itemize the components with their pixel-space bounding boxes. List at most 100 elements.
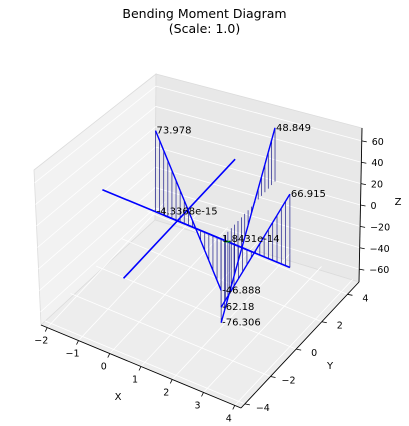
z-axis-label: Z xyxy=(395,197,402,208)
moment-outline-segment xyxy=(204,250,210,261)
moment-outline-segment xyxy=(272,214,278,223)
y-tick xyxy=(244,403,250,406)
z-tick xyxy=(360,183,366,186)
moment-outline-segment xyxy=(250,200,256,214)
moment-outline-segment xyxy=(233,261,239,275)
z-grid-line-back xyxy=(155,166,361,227)
y-grid-line xyxy=(121,238,322,323)
moment-outline-segment xyxy=(246,257,252,266)
moment-outline-segment xyxy=(263,229,270,237)
z-tick-label: 40 xyxy=(371,158,383,169)
moment-outline-segment xyxy=(216,280,222,291)
x-tick xyxy=(169,379,173,384)
z-grid-line-back xyxy=(155,146,361,206)
z-tick-label: −20 xyxy=(370,222,390,233)
moment-outline-segment xyxy=(227,285,232,299)
x-tick-label: 3 xyxy=(194,400,200,411)
x-tick-label: 1 xyxy=(132,375,138,386)
moment-outline-segment xyxy=(179,190,185,201)
moment-outline-segment xyxy=(267,139,273,153)
y-axis-line xyxy=(240,281,360,409)
member-line xyxy=(122,158,236,279)
x-grid-line xyxy=(171,253,291,380)
moment-outline-segment xyxy=(237,271,244,280)
x-tick-label: 4 xyxy=(226,413,232,424)
x-grid-line xyxy=(46,201,166,328)
moment-outline-segment xyxy=(220,310,226,323)
moment-outline-segment xyxy=(244,225,249,238)
moment-outline-segment xyxy=(230,273,236,287)
x-tick xyxy=(138,366,142,371)
y-tick xyxy=(321,321,327,324)
moment-outline-segment xyxy=(259,236,265,244)
z-tick xyxy=(361,140,367,143)
moment-outline-segment xyxy=(254,188,259,202)
moment-annotations: 48.849 73.978 66.915 -4.3368e-15 1.8431e-14 -… xyxy=(157,123,326,329)
z-grid-line-back xyxy=(155,187,360,249)
y-tick-label: −4 xyxy=(256,403,270,414)
x-axis-label: X xyxy=(115,392,122,403)
moment-outline-segment xyxy=(285,193,291,202)
z-grid-line-left xyxy=(37,146,156,248)
moment-outline-segment xyxy=(247,212,253,226)
z-tick xyxy=(360,225,366,228)
z-grid-line-back xyxy=(155,85,362,142)
z-grid-line-left xyxy=(34,85,157,184)
z-tick-label: −60 xyxy=(369,265,389,276)
member-line xyxy=(102,188,291,269)
moment-outline-segment xyxy=(280,200,287,209)
moment-outline-segment xyxy=(199,240,206,251)
z-grid-line-left xyxy=(36,126,156,227)
x-grid-line xyxy=(203,266,322,393)
moment-outline-segment xyxy=(154,130,161,141)
x-tick xyxy=(76,340,79,345)
z-grid-line-left xyxy=(35,106,157,205)
x-tick xyxy=(107,353,111,358)
x-tick-label: 2 xyxy=(163,387,169,398)
y-tick xyxy=(296,348,302,351)
moment-outline-segment xyxy=(257,176,263,189)
y-grid-line xyxy=(147,210,348,295)
moment-outline-segment xyxy=(220,299,227,308)
x-grid-line xyxy=(109,227,229,354)
members xyxy=(102,158,291,279)
moment-outline-segment xyxy=(171,170,177,181)
y-tick-label: −2 xyxy=(281,376,295,387)
z-tick-label: 20 xyxy=(371,180,383,191)
moment-outline-segment xyxy=(270,127,276,141)
chart-subtitle: (Scale: 1.0) xyxy=(168,21,241,36)
moment-label: -46.888 xyxy=(222,285,261,296)
z-grid-line-back xyxy=(154,207,360,270)
y-grid-line xyxy=(70,293,271,377)
chart-title: Bending Moment Diagram xyxy=(122,6,287,21)
x-tick-label: −2 xyxy=(34,336,48,347)
z-tick xyxy=(361,161,367,164)
y-grid-line xyxy=(95,265,297,350)
x-tick-label: −1 xyxy=(65,349,79,360)
moment-label: -4.3368e-15 xyxy=(157,207,218,218)
moment-outline-segment xyxy=(167,160,173,171)
moment-outline-segment xyxy=(223,298,229,311)
x-tick-label: 0 xyxy=(101,362,107,373)
y-tick xyxy=(270,376,276,378)
z-tick-label: 60 xyxy=(372,137,384,148)
moment-label: -76.306 xyxy=(222,318,261,329)
z-grid-line-back xyxy=(155,126,362,184)
z-grid-line-left xyxy=(39,187,156,291)
moment-outline-segment xyxy=(187,210,194,221)
moment-outlines xyxy=(154,127,291,323)
moment-label: 66.915 xyxy=(291,189,326,200)
moment-outline-segment xyxy=(237,249,243,263)
x-grid-line xyxy=(234,279,354,406)
y-grid-line xyxy=(44,320,246,405)
moment-label: 48.849 xyxy=(276,123,311,134)
moment-label: 73.978 xyxy=(157,126,192,137)
y-axis-label: Y xyxy=(326,361,334,372)
z-tick-label: −40 xyxy=(370,244,390,255)
moment-outline-segment xyxy=(195,230,202,241)
moment-outline-segment xyxy=(229,285,235,294)
x-grid-line xyxy=(78,214,197,341)
y-tick-label: 4 xyxy=(362,293,368,304)
moment-outline-segment xyxy=(212,270,218,281)
